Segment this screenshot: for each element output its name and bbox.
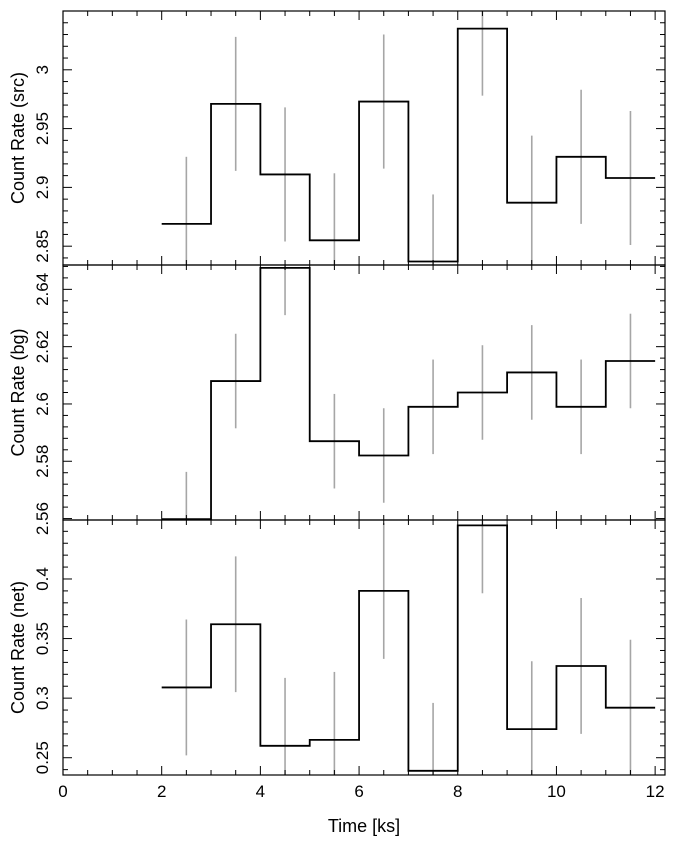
step-histogram-series	[161, 27, 656, 263]
y-tick-label: 2.95	[33, 112, 52, 145]
y-tick-label: 0.4	[33, 567, 52, 591]
y-tick-label: 3	[33, 65, 52, 74]
y-tick-label: 2.6	[33, 392, 52, 416]
y-axis-title: Count Rate (src)	[8, 72, 28, 204]
step-histogram-series	[161, 266, 656, 521]
panel-frame	[62, 10, 666, 266]
y-tick-label: 2.62	[33, 330, 52, 363]
panel-frame	[62, 519, 666, 776]
y-tick-label: 2.85	[33, 230, 52, 263]
x-tick-label: 0	[58, 782, 67, 801]
x-tick-label: 4	[256, 782, 265, 801]
x-tick-label: 6	[354, 782, 363, 801]
x-tick-label: 10	[547, 782, 566, 801]
y-tick-label: 2.58	[33, 445, 52, 478]
panel-frame	[62, 264, 666, 521]
y-tick-label: 2.9	[33, 176, 52, 200]
step-histogram-series	[161, 524, 656, 772]
y-tick-label: 0.25	[33, 741, 52, 774]
y-axis-title: Count Rate (net)	[8, 581, 28, 714]
x-tick-label: 2	[157, 782, 166, 801]
y-axis-title: Count Rate (bg)	[8, 328, 28, 456]
x-tick-label: 12	[646, 782, 665, 801]
y-tick-label: 2.56	[33, 502, 52, 535]
x-axis-title: Time [ks]	[328, 816, 400, 836]
y-tick-label: 0.35	[33, 622, 52, 655]
y-tick-label: 2.64	[33, 273, 52, 306]
x-tick-label: 8	[453, 782, 462, 801]
y-tick-label: 0.3	[33, 686, 52, 710]
